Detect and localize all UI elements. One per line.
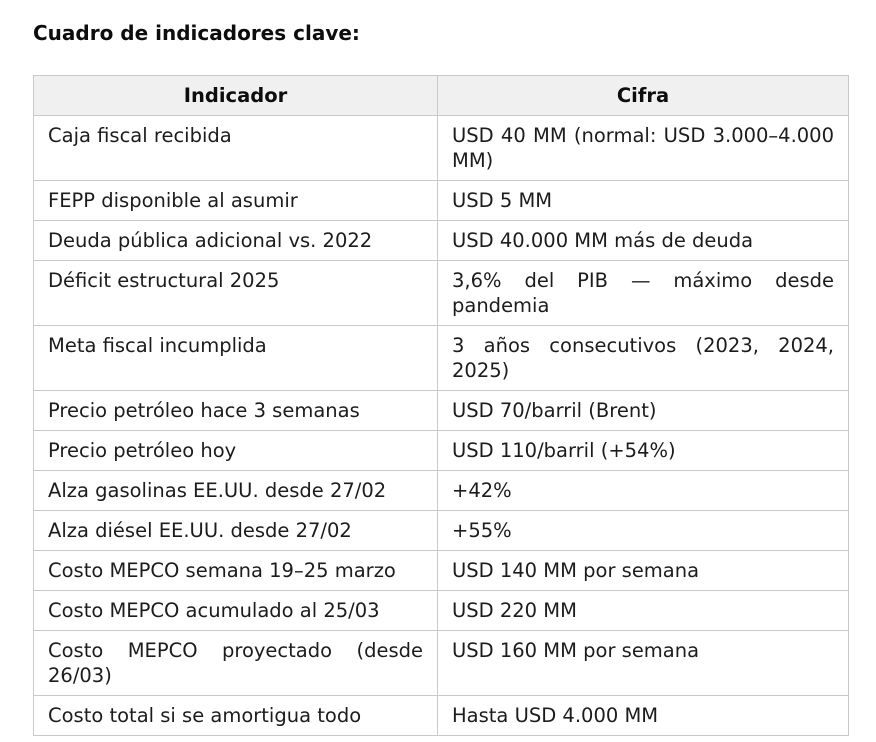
cell-cifra: USD 160 MM por semana — [437, 630, 849, 696]
cell-indicador: Meta fiscal incumplida — [33, 325, 438, 391]
cell-indicador: Precio petróleo hace 3 semanas — [33, 390, 438, 431]
table-row: Déficit estructural 2025 3,6% del PIB — m… — [33, 260, 849, 326]
cell-cifra: +55% — [437, 510, 849, 551]
table-header: Indicador Cifra — [33, 75, 849, 116]
table-row: Precio petróleo hace 3 semanas USD 70/bar… — [33, 390, 849, 431]
cell-cifra: 3,6% del PIB — máximo desde pandemia — [437, 260, 849, 326]
cell-cifra: USD 5 MM — [437, 180, 849, 221]
cell-cifra: USD 140 MM por semana — [437, 550, 849, 591]
cell-cifra: USD 110/barril (+54%) — [437, 430, 849, 471]
table-row: Precio petróleo hoy USD 110/barril (+54%) — [33, 430, 849, 471]
cell-indicador: Costo MEPCO proyectado (desde 26/03) — [33, 630, 438, 696]
cell-indicador: Déficit estructural 2025 — [33, 260, 438, 326]
table-row: Caja fiscal recibida USD 40 MM (normal: U… — [33, 115, 849, 181]
cell-indicador: FEPP disponible al asumir — [33, 180, 438, 221]
column-header-indicador: Indicador — [33, 75, 438, 116]
cell-cifra: USD 70/barril (Brent) — [437, 390, 849, 431]
table-row: Alza gasolinas EE.UU. desde 27/02 +42% — [33, 470, 849, 511]
table-row: Costo MEPCO acumulado al 25/03 USD 220 MM — [33, 590, 849, 631]
cell-cifra: 3 años consecutivos (2023, 2024, 2025) — [437, 325, 849, 391]
cell-indicador: Caja fiscal recibida — [33, 115, 438, 181]
cell-indicador: Precio petróleo hoy — [33, 430, 438, 471]
column-header-cifra: Cifra — [437, 75, 849, 116]
table-row: Costo total si se amortigua todo Hasta US… — [33, 695, 849, 736]
cell-indicador: Alza gasolinas EE.UU. desde 27/02 — [33, 470, 438, 511]
cell-indicador: Costo MEPCO acumulado al 25/03 — [33, 590, 438, 631]
cell-cifra: USD 40.000 MM más de deuda — [437, 220, 849, 261]
table-row: Costo MEPCO proyectado (desde 26/03) USD … — [33, 630, 849, 696]
page-title: Cuadro de indicadores clave: — [33, 21, 360, 45]
table-body: Caja fiscal recibida USD 40 MM (normal: U… — [33, 115, 849, 736]
cell-cifra: USD 220 MM — [437, 590, 849, 631]
indicators-table: Indicador Cifra Caja fiscal recibida USD … — [33, 75, 849, 736]
cell-cifra: +42% — [437, 470, 849, 511]
table-row: Costo MEPCO semana 19–25 marzo USD 140 MM… — [33, 550, 849, 591]
cell-indicador: Costo total si se amortigua todo — [33, 695, 438, 736]
table-row: FEPP disponible al asumir USD 5 MM — [33, 180, 849, 221]
header-row: Indicador Cifra — [33, 75, 849, 116]
cell-cifra: USD 40 MM (normal: USD 3.000–4.000 MM) — [437, 115, 849, 181]
cell-cifra: Hasta USD 4.000 MM — [437, 695, 849, 736]
cell-indicador: Deuda pública adicional vs. 2022 — [33, 220, 438, 261]
table-row: Deuda pública adicional vs. 2022 USD 40.0… — [33, 220, 849, 261]
table-row: Alza diésel EE.UU. desde 27/02 +55% — [33, 510, 849, 551]
cell-indicador: Alza diésel EE.UU. desde 27/02 — [33, 510, 438, 551]
table-row: Meta fiscal incumplida 3 años consecutivo… — [33, 325, 849, 391]
cell-indicador: Costo MEPCO semana 19–25 marzo — [33, 550, 438, 591]
